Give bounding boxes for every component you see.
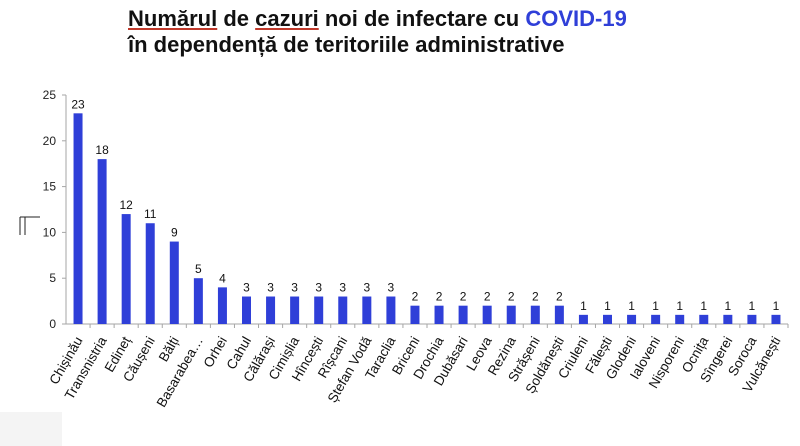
data-label: 3 (243, 281, 250, 295)
bar (434, 305, 444, 324)
title-word-de: de (217, 6, 256, 31)
bar (627, 314, 637, 324)
bar (169, 241, 179, 324)
data-label: 3 (388, 281, 395, 295)
bar (723, 314, 733, 324)
data-label: 4 (219, 271, 226, 285)
data-label: 2 (460, 290, 467, 304)
title-covid: COVID-19 (525, 6, 627, 31)
data-label: 1 (580, 299, 587, 313)
data-label: 1 (604, 299, 611, 313)
bar (338, 296, 348, 324)
data-label: 3 (339, 281, 346, 295)
data-label: 1 (700, 299, 707, 313)
data-label: 2 (532, 290, 539, 304)
data-label: 1 (676, 299, 683, 313)
bar (506, 305, 516, 324)
bar (458, 305, 468, 324)
bar (603, 314, 612, 324)
bar (651, 314, 661, 324)
chart-title: Numărul de cazuri noi de infectare cu CO… (128, 6, 627, 58)
bar (242, 296, 251, 324)
data-label: 3 (267, 281, 274, 295)
data-label: 2 (412, 290, 419, 304)
data-label: 11 (144, 207, 157, 221)
data-label: 1 (628, 299, 635, 313)
bar (362, 296, 372, 324)
bar (578, 314, 588, 324)
bar (290, 296, 300, 324)
data-label: 2 (508, 290, 515, 304)
bar (530, 305, 540, 324)
data-label: 3 (291, 281, 298, 295)
chart-title-line-2: în dependență de teritoriile administrat… (128, 32, 565, 57)
title-word-numarul: Numărul (128, 6, 218, 31)
bar (217, 287, 227, 324)
chart-title-line-1: Numărul de cazuri noi de infectare cu CO… (128, 6, 627, 32)
bar (121, 214, 131, 324)
bar (73, 113, 83, 324)
bar (386, 296, 396, 324)
data-label: 1 (773, 299, 780, 313)
bar (699, 314, 709, 324)
data-label: 5 (195, 262, 202, 276)
bar (554, 305, 564, 324)
bar (482, 305, 492, 324)
y-tick-label: 15 (43, 180, 57, 194)
bar (314, 296, 324, 324)
data-label: 3 (315, 281, 322, 295)
y-tick-label: 25 (43, 88, 57, 102)
y-tick-label: 10 (43, 225, 57, 239)
bar (747, 314, 757, 324)
data-label: 12 (119, 198, 133, 212)
y-tick-label: 5 (49, 271, 56, 285)
data-label: 18 (95, 143, 109, 157)
data-label: 2 (556, 290, 563, 304)
data-label: 1 (749, 299, 756, 313)
bar (266, 296, 276, 324)
y-tick-label: 0 (49, 317, 56, 331)
bottom-left-band (0, 412, 62, 446)
bar (193, 278, 203, 324)
data-label: 2 (484, 290, 491, 304)
data-label: 23 (71, 97, 85, 111)
title-text-mid: noi de infectare cu (318, 6, 526, 31)
data-label: 2 (436, 290, 443, 304)
bar (675, 314, 685, 324)
data-label: 1 (724, 299, 731, 313)
bar (145, 223, 155, 324)
title-word-cazuri: cazuri (255, 6, 319, 31)
y-tick-label: 20 (43, 134, 57, 148)
data-label: 1 (652, 299, 659, 313)
bar (97, 159, 107, 324)
data-label: 9 (171, 226, 178, 240)
bar (410, 305, 420, 324)
data-label: 3 (363, 281, 370, 295)
bar (771, 314, 781, 324)
